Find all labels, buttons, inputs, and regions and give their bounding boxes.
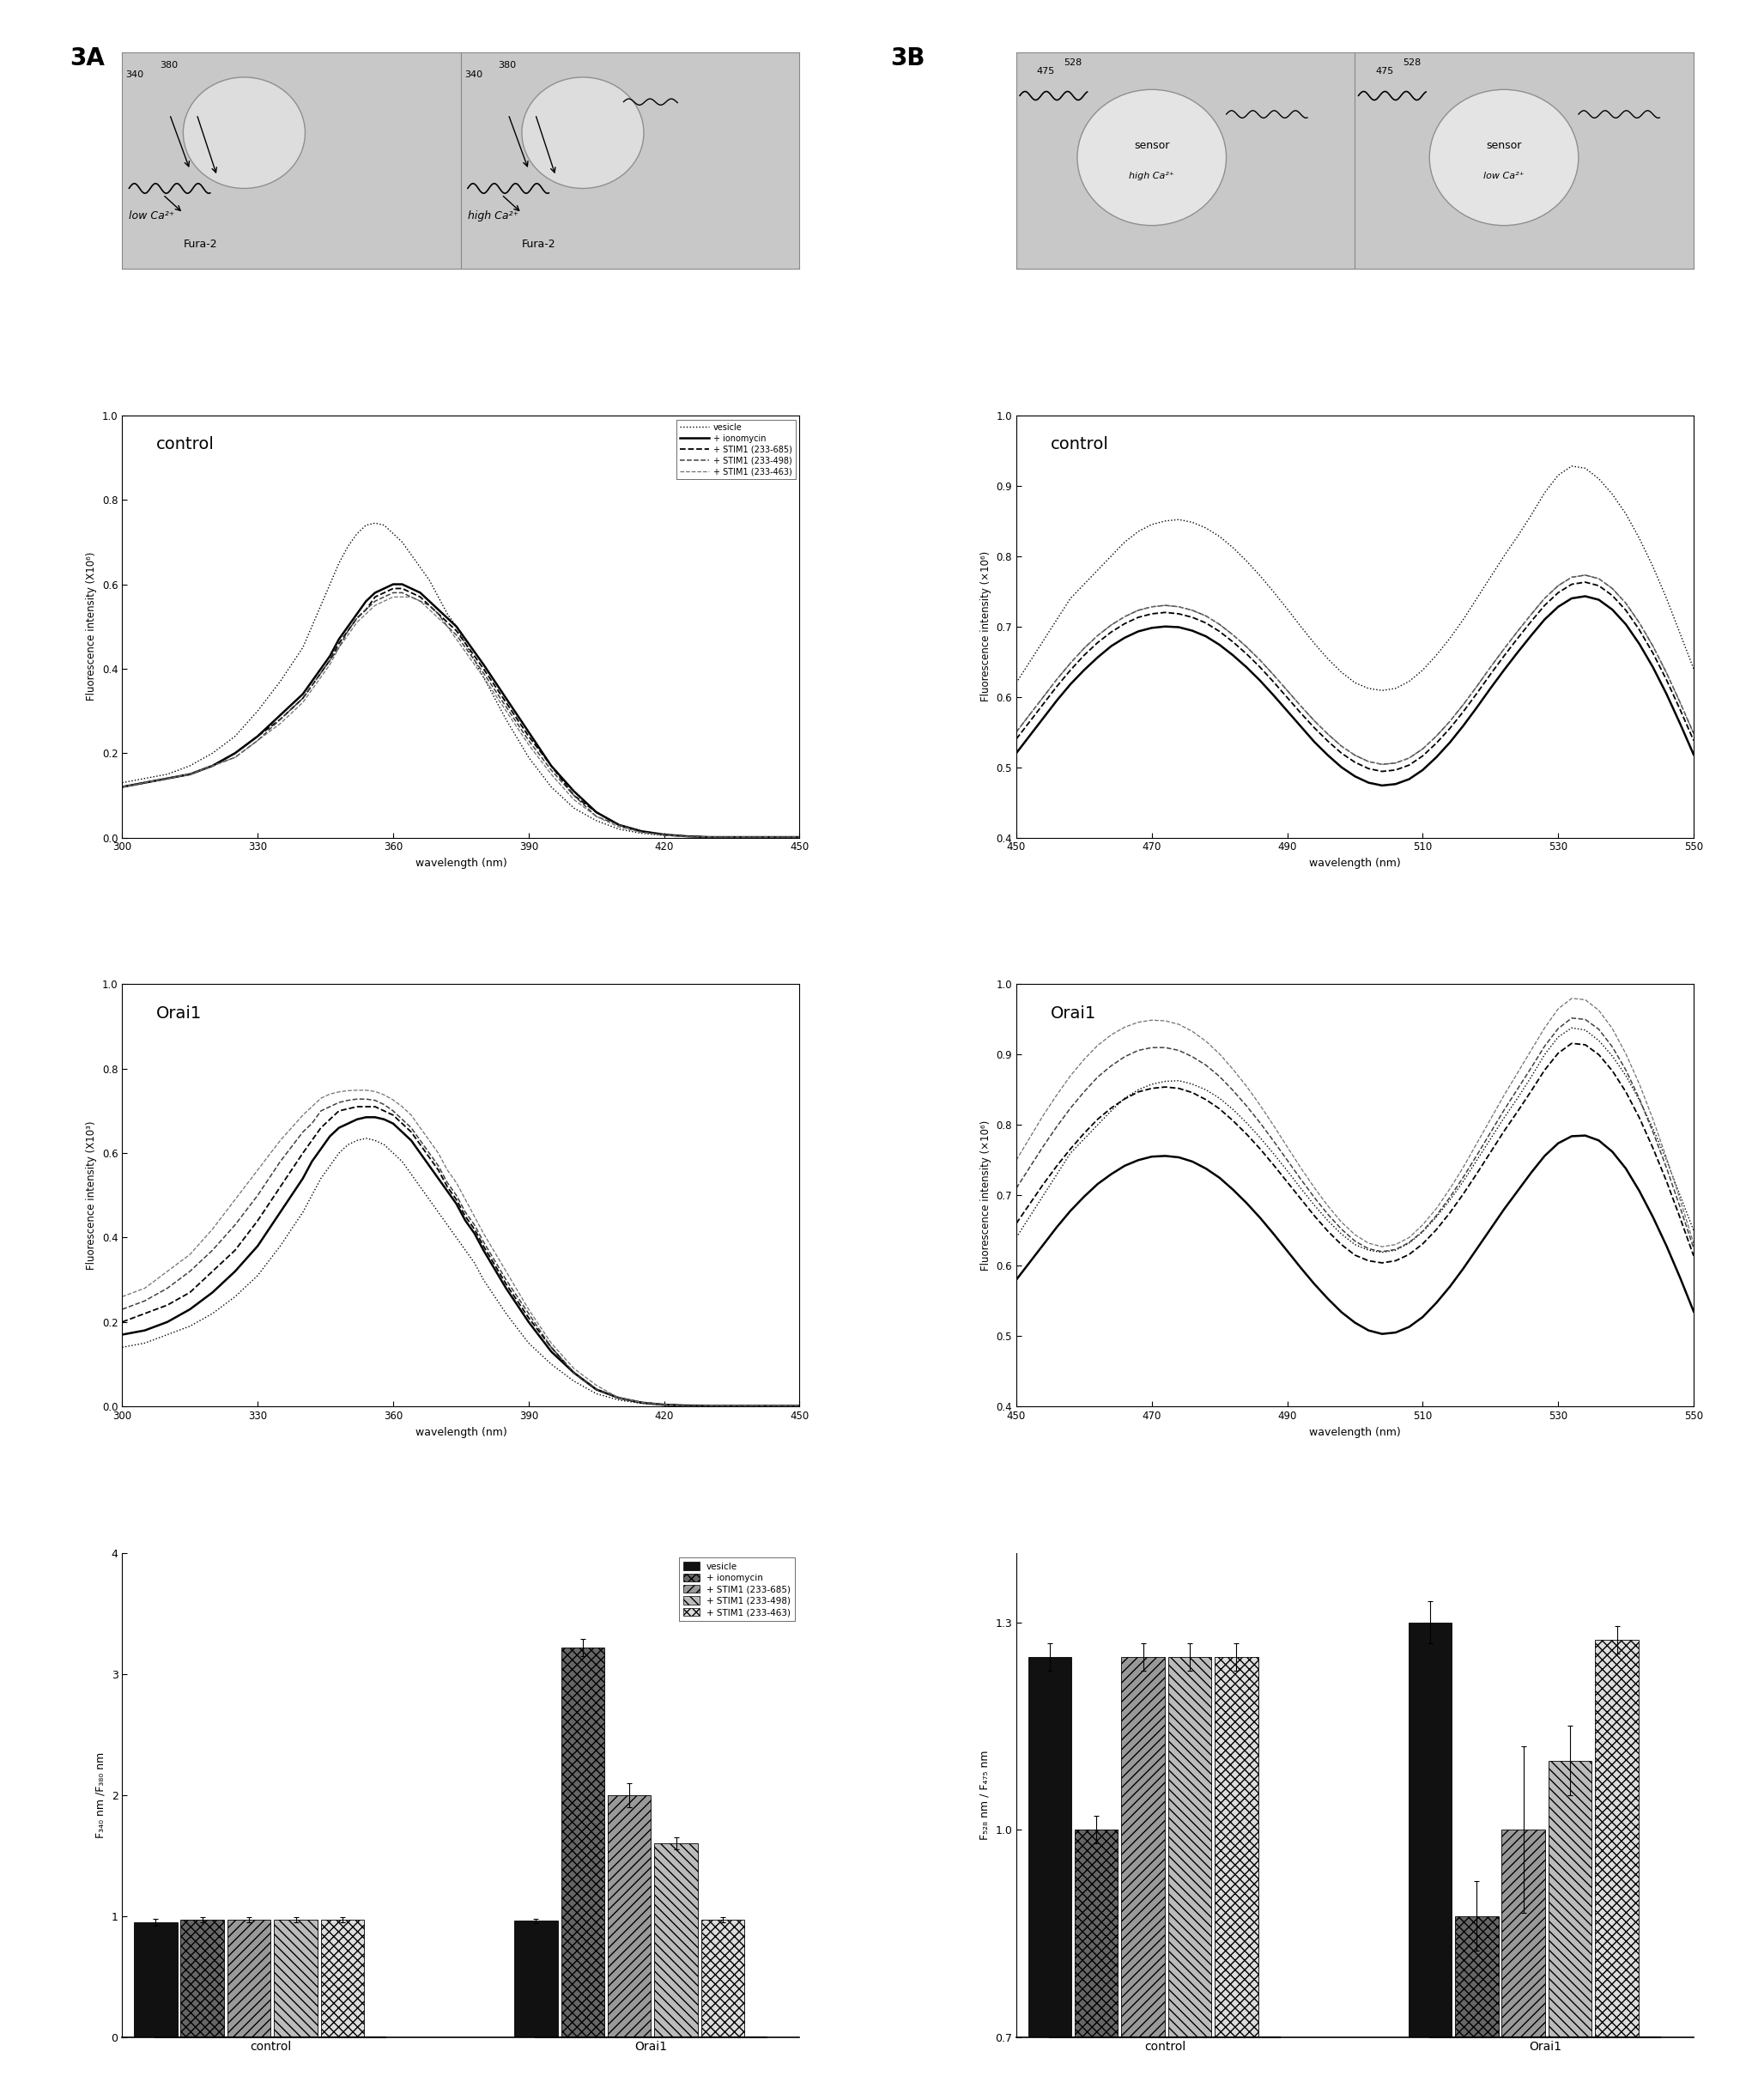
Text: high Ca²⁺: high Ca²⁺ [1130,172,1175,181]
Bar [1502,1829,1545,2100]
Text: sensor: sensor [1133,139,1170,151]
Bar [1121,1657,1165,2100]
Text: sensor: sensor [1486,139,1523,151]
Text: Orai1: Orai1 [155,1006,203,1023]
Text: low Ca²⁺: low Ca²⁺ [129,210,175,223]
Y-axis label: F₃₄₀ nm /F₃₈₀ nm: F₃₄₀ nm /F₃₈₀ nm [96,1751,107,1838]
Circle shape [183,78,306,189]
Bar [608,1796,651,2037]
Text: 380: 380 [159,61,178,69]
Bar [1215,1657,1259,2100]
Text: 3B: 3B [890,46,925,69]
Text: 475: 475 [1376,67,1393,76]
Circle shape [1430,90,1578,225]
Text: Orai1: Orai1 [1049,1006,1096,1023]
Circle shape [522,78,644,189]
Text: 380: 380 [498,61,517,69]
Text: 528: 528 [1063,59,1083,67]
Y-axis label: Fluorescence intensity (×10⁶): Fluorescence intensity (×10⁶) [980,1119,992,1270]
Legend: vesicle, + ionomycin, + STIM1 (233-685), + STIM1 (233-498), + STIM1 (233-463): vesicle, + ionomycin, + STIM1 (233-685),… [676,420,796,479]
Text: 3A: 3A [70,46,105,69]
Text: 340: 340 [464,69,482,80]
Bar [180,1919,223,2037]
Y-axis label: Fluorescence intensity (X10⁶): Fluorescence intensity (X10⁶) [86,552,98,701]
Bar [702,1919,744,2037]
Bar [560,1649,604,2037]
Bar [1028,1657,1072,2100]
X-axis label: wavelength (nm): wavelength (nm) [1310,1426,1400,1438]
Bar [1076,1829,1117,2100]
Y-axis label: Fluorescence intensity (×10⁶): Fluorescence intensity (×10⁶) [980,552,992,701]
Text: Fura-2: Fura-2 [522,239,555,250]
Text: 475: 475 [1037,67,1055,76]
Text: low Ca²⁺: low Ca²⁺ [1484,172,1524,181]
Bar [1596,1640,1638,2100]
Bar [1168,1657,1212,2100]
Bar [1409,1621,1451,2100]
Text: control: control [155,437,215,454]
Text: 340: 340 [126,69,143,80]
Text: control: control [1049,437,1109,454]
Bar [321,1919,365,2037]
Bar [134,1922,178,2037]
Y-axis label: F₅₂₈ nm / F₄₇₅ nm: F₅₂₈ nm / F₄₇₅ nm [980,1749,990,1840]
Y-axis label: Fluorescence intensity (X10³): Fluorescence intensity (X10³) [86,1121,98,1270]
X-axis label: wavelength (nm): wavelength (nm) [416,1426,506,1438]
Bar [1549,1760,1592,2100]
Text: 528: 528 [1402,59,1421,67]
Bar [274,1919,318,2037]
Text: Fura-2: Fura-2 [183,239,217,250]
Bar [227,1919,271,2037]
X-axis label: wavelength (nm): wavelength (nm) [416,857,506,869]
Legend: vesicle, + ionomycin, + STIM1 (233-685), + STIM1 (233-498), + STIM1 (233-463): vesicle, + ionomycin, + STIM1 (233-685),… [679,1558,794,1621]
X-axis label: wavelength (nm): wavelength (nm) [1310,857,1400,869]
Bar [655,1844,698,2037]
Circle shape [1077,90,1226,225]
Text: high Ca²⁺: high Ca²⁺ [468,210,519,223]
Bar [1454,1915,1498,2100]
Bar [515,1922,557,2037]
